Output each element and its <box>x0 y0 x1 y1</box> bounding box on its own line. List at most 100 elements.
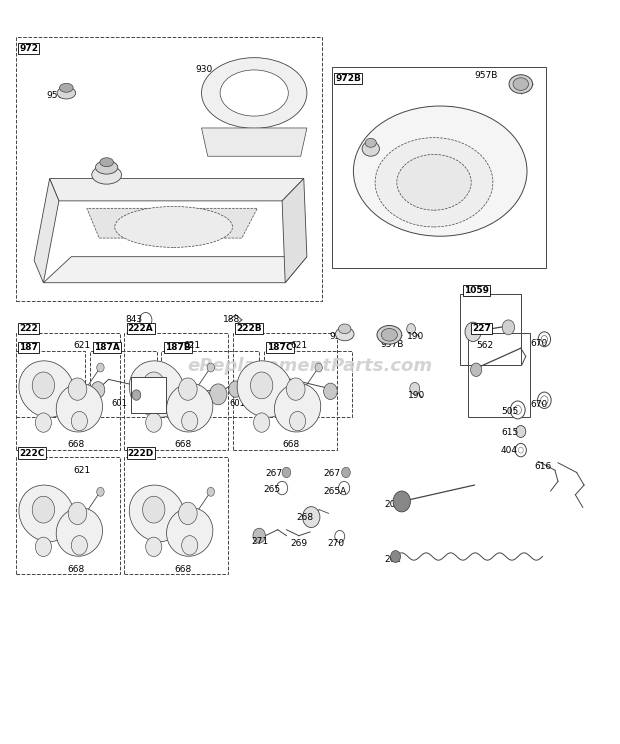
Text: 621: 621 <box>73 466 91 475</box>
Ellipse shape <box>377 325 402 344</box>
Text: 957B: 957B <box>474 71 498 80</box>
Text: 670: 670 <box>531 400 548 409</box>
Polygon shape <box>282 179 307 283</box>
Text: 668: 668 <box>282 440 299 449</box>
Ellipse shape <box>513 78 528 90</box>
Ellipse shape <box>56 383 102 432</box>
Text: 668: 668 <box>67 440 84 449</box>
Ellipse shape <box>19 361 74 417</box>
Ellipse shape <box>57 87 76 99</box>
Ellipse shape <box>95 161 118 174</box>
Text: 187: 187 <box>19 343 38 352</box>
Text: 267: 267 <box>324 469 341 478</box>
Circle shape <box>97 487 104 496</box>
Bar <box>90 351 157 417</box>
Text: 404: 404 <box>501 446 518 455</box>
Bar <box>332 67 546 268</box>
Text: 621: 621 <box>183 341 200 350</box>
Polygon shape <box>202 128 307 156</box>
Bar <box>264 351 352 417</box>
Text: 668: 668 <box>67 565 84 574</box>
Text: 616: 616 <box>534 462 552 471</box>
Circle shape <box>407 324 415 334</box>
Text: 187B: 187B <box>165 343 191 352</box>
Circle shape <box>541 396 548 405</box>
Circle shape <box>169 378 184 396</box>
Ellipse shape <box>60 83 73 92</box>
Ellipse shape <box>92 166 122 184</box>
Ellipse shape <box>509 75 533 93</box>
Bar <box>124 457 228 574</box>
Circle shape <box>315 363 322 372</box>
Circle shape <box>471 363 482 376</box>
Ellipse shape <box>365 138 376 147</box>
Text: 222A: 222A <box>128 324 154 333</box>
Circle shape <box>143 496 165 523</box>
Text: 601: 601 <box>170 399 186 408</box>
Text: 227: 227 <box>472 324 490 333</box>
Text: 265A: 265A <box>324 487 347 496</box>
Circle shape <box>207 363 215 372</box>
Text: 268: 268 <box>296 513 314 522</box>
Circle shape <box>290 411 306 431</box>
Text: 601: 601 <box>229 400 246 408</box>
Circle shape <box>515 443 526 457</box>
Ellipse shape <box>220 70 288 116</box>
Circle shape <box>71 536 87 555</box>
Circle shape <box>510 401 525 419</box>
Bar <box>124 333 228 450</box>
Text: 957B: 957B <box>381 340 404 349</box>
Ellipse shape <box>362 141 379 156</box>
Circle shape <box>342 467 350 478</box>
Ellipse shape <box>339 324 351 333</box>
Text: 222D: 222D <box>128 449 154 458</box>
Polygon shape <box>50 179 304 201</box>
Ellipse shape <box>335 327 354 341</box>
Text: 972: 972 <box>19 44 38 53</box>
Text: 222C: 222C <box>19 449 45 458</box>
Circle shape <box>541 336 547 343</box>
Circle shape <box>335 530 345 542</box>
Ellipse shape <box>381 328 397 341</box>
Circle shape <box>250 372 273 399</box>
Text: 562: 562 <box>476 341 494 350</box>
Circle shape <box>182 411 198 431</box>
Circle shape <box>97 363 104 372</box>
Text: 202: 202 <box>384 555 401 564</box>
Circle shape <box>23 383 37 400</box>
Ellipse shape <box>129 485 185 542</box>
Circle shape <box>146 413 162 432</box>
Circle shape <box>518 447 523 453</box>
Circle shape <box>135 382 148 397</box>
Bar <box>161 351 259 417</box>
Bar <box>16 457 120 574</box>
Polygon shape <box>43 257 307 283</box>
Circle shape <box>465 322 481 341</box>
Text: 670: 670 <box>531 339 548 348</box>
Circle shape <box>324 383 337 400</box>
Circle shape <box>282 467 291 478</box>
Circle shape <box>179 378 197 400</box>
Ellipse shape <box>397 154 471 210</box>
Text: 957A: 957A <box>330 332 353 341</box>
Circle shape <box>514 405 521 414</box>
Circle shape <box>207 487 215 496</box>
Circle shape <box>229 381 242 397</box>
Circle shape <box>32 372 55 399</box>
Circle shape <box>502 320 515 335</box>
Polygon shape <box>87 208 257 238</box>
Bar <box>232 333 337 450</box>
Circle shape <box>32 496 55 523</box>
Circle shape <box>277 481 288 495</box>
Bar <box>460 294 521 365</box>
Text: 668: 668 <box>175 565 192 574</box>
Text: 222B: 222B <box>236 324 262 333</box>
Ellipse shape <box>353 106 527 237</box>
Circle shape <box>538 332 551 347</box>
Text: 209: 209 <box>384 500 402 509</box>
Circle shape <box>303 507 320 527</box>
Bar <box>468 333 530 417</box>
Circle shape <box>254 413 270 432</box>
Circle shape <box>140 312 152 327</box>
Ellipse shape <box>237 361 293 417</box>
